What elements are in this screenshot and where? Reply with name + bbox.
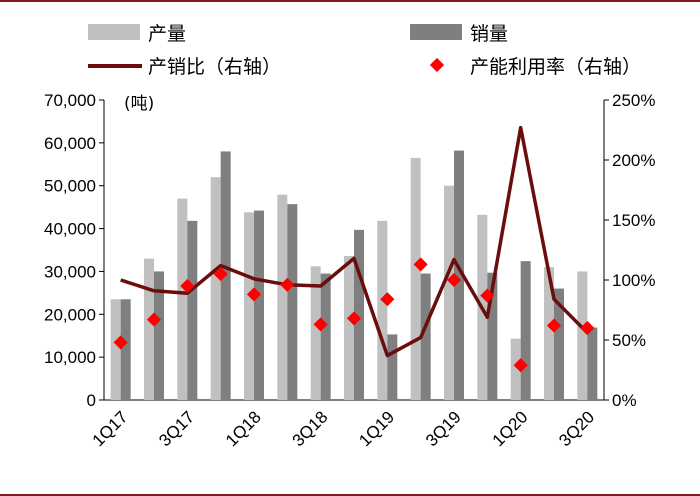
utilization-point xyxy=(413,257,428,272)
bar-sales xyxy=(587,327,598,400)
left-tick-label: 30,000 xyxy=(44,262,96,281)
legend-swatch-sales xyxy=(410,24,462,40)
bar-sales xyxy=(354,229,364,400)
legend-swatch-production xyxy=(88,24,140,40)
bar-production xyxy=(344,256,354,400)
legend: 产量 销量 产销比（右轴） 产能利用率（右轴） xyxy=(88,23,641,78)
left-tick-label: 20,000 xyxy=(44,305,96,324)
utilization-point xyxy=(380,292,395,307)
right-axis-ticks: 0% 50% 100% 150% 200% 250% xyxy=(604,91,655,410)
x-tick-label: 1Q20 xyxy=(489,407,532,450)
utilization-point xyxy=(446,272,462,288)
bar-sales xyxy=(420,273,431,400)
bar-production xyxy=(244,212,254,400)
bar-sales xyxy=(487,272,498,400)
bar-sales xyxy=(320,273,331,400)
bar-production xyxy=(110,299,121,400)
utilization-point xyxy=(113,335,128,350)
left-tick-label: 10,000 xyxy=(44,348,96,367)
utilization-point xyxy=(280,277,295,292)
utilization-point xyxy=(513,358,528,373)
bar-production xyxy=(577,271,588,400)
legend-swatch-utilization xyxy=(429,57,445,73)
bar-sales xyxy=(554,288,564,400)
utilization-point xyxy=(213,266,228,282)
right-tick-label: 50% xyxy=(612,331,646,350)
bar-sales xyxy=(454,150,464,400)
utilization-point xyxy=(480,288,495,303)
left-tick-label: 50,000 xyxy=(44,177,96,196)
utilization-point xyxy=(580,320,595,336)
x-axis-ticks: 1Q17 3Q17 1Q18 3Q18 1Q19 3Q19 1Q20 3Q20 xyxy=(89,407,599,450)
utilization-point xyxy=(313,317,328,332)
bar-production xyxy=(377,220,388,400)
bar-sales xyxy=(187,220,198,400)
utilization-point xyxy=(180,278,195,294)
x-tick-label: 3Q18 xyxy=(289,407,332,450)
ratio-line-series xyxy=(120,125,589,358)
right-tick-label: 200% xyxy=(612,151,655,170)
x-tick-label: 1Q19 xyxy=(355,407,398,450)
utilization-point xyxy=(546,318,562,333)
left-tick-label: 0 xyxy=(87,391,96,410)
x-tick-label: 3Q17 xyxy=(155,407,198,450)
unit-label: (吨) xyxy=(124,94,154,114)
bottom-border xyxy=(0,494,700,496)
bar-production xyxy=(510,338,521,400)
x-tick-label: 1Q17 xyxy=(89,407,132,450)
bar-sales xyxy=(287,204,298,400)
legend-label-ratio: 产销比（右轴） xyxy=(148,56,281,78)
utilization-markers xyxy=(113,257,595,373)
ratio-line xyxy=(120,125,589,358)
bar-production xyxy=(177,198,188,400)
bar-sales xyxy=(120,299,131,400)
bar-production xyxy=(310,266,321,400)
left-tick-label: 40,000 xyxy=(44,220,96,239)
bar-production xyxy=(444,185,454,400)
legend-label-production: 产量 xyxy=(148,23,186,45)
x-tick-label: 3Q20 xyxy=(555,407,598,450)
bar-production xyxy=(410,157,421,400)
bar-sales xyxy=(520,261,531,400)
right-tick-label: 150% xyxy=(612,211,655,230)
right-tick-label: 100% xyxy=(612,271,655,290)
utilization-point xyxy=(146,312,162,327)
x-tick-label: 1Q18 xyxy=(222,407,265,450)
x-tick-label: 3Q19 xyxy=(422,407,465,450)
utilization-point xyxy=(246,287,262,302)
top-border xyxy=(0,0,700,2)
bar-production xyxy=(277,194,288,400)
bar-sales xyxy=(154,271,164,400)
left-tick-label: 70,000 xyxy=(44,91,96,110)
bar-production xyxy=(544,267,554,400)
legend-label-sales: 销量 xyxy=(470,23,508,45)
utilization-point xyxy=(346,311,362,326)
bar-sales xyxy=(254,210,264,400)
bar-production xyxy=(144,258,154,400)
legend-label-utilization: 产能利用率（右轴） xyxy=(470,56,641,78)
bar-production xyxy=(210,177,221,400)
right-tick-label: 0% xyxy=(612,391,637,410)
right-tick-label: 250% xyxy=(612,91,655,110)
bar-sales xyxy=(387,334,398,400)
left-axis-ticks: 0 10,000 20,000 30,000 40,000 50,000 60,000 70,… xyxy=(44,91,104,410)
left-tick-label: 60,000 xyxy=(44,134,96,153)
